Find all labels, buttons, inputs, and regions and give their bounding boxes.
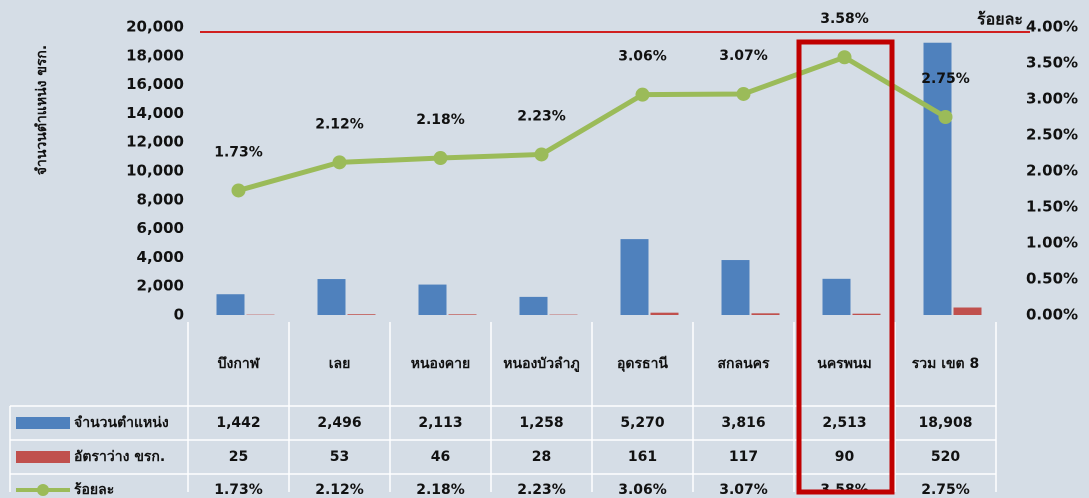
y2-tick-label: 2.00% xyxy=(1026,162,1078,180)
point xyxy=(837,50,852,65)
table-cell: 5,270 xyxy=(620,415,665,431)
bar xyxy=(317,279,346,315)
table-cell: 18,908 xyxy=(918,415,972,431)
y-axis-title: จำนวนตำแหน่ง ขรก. xyxy=(34,45,50,175)
y-tick-label: 20,000 xyxy=(126,18,184,36)
y-tick-label: 6,000 xyxy=(137,219,184,237)
x-tick-label: นครพนม xyxy=(817,356,871,372)
y2-tick-label: 0.00% xyxy=(1026,306,1078,324)
data-label: 2.12% xyxy=(315,116,364,132)
x-tick-label: หนองคาย xyxy=(411,356,470,372)
y2-tick-label: 1.50% xyxy=(1026,198,1078,216)
table-cell: 2.12% xyxy=(315,482,364,498)
bar xyxy=(923,42,952,316)
bar xyxy=(448,314,477,315)
legend-label: จำนวนตำแหน่ง xyxy=(74,415,169,431)
y-tick-label: 14,000 xyxy=(126,104,184,122)
bar xyxy=(953,307,982,315)
table-cell: 1.73% xyxy=(214,482,263,498)
x-tick-label: รวม เขต 8 xyxy=(912,356,980,372)
x-tick-label: สกลนคร xyxy=(717,356,770,372)
table-cell: 2.23% xyxy=(517,482,566,498)
table-cell: 3.07% xyxy=(719,482,768,498)
legend-label: ร้อยละ xyxy=(74,482,114,498)
y-tick-label: 18,000 xyxy=(126,46,184,64)
point xyxy=(534,147,549,162)
x-tick-label: อุดรธานี xyxy=(617,356,668,372)
bar xyxy=(650,312,679,315)
data-label: 3.58% xyxy=(820,11,869,27)
point xyxy=(332,155,347,170)
bar xyxy=(822,278,851,315)
table-cell: 2,496 xyxy=(317,415,361,431)
y2-tick-label: 4.00% xyxy=(1026,18,1078,36)
x-tick-label: เลย xyxy=(329,356,351,372)
point xyxy=(635,87,650,102)
point xyxy=(736,86,751,101)
y2-axis-title: ร้อยละ xyxy=(977,10,1023,29)
x-tick-label: บึงกาฬ xyxy=(218,355,261,372)
y-tick-label: 4,000 xyxy=(137,248,184,266)
line xyxy=(237,54,947,193)
y-tick-label: 16,000 xyxy=(126,75,184,93)
table-cell: 2,513 xyxy=(822,415,866,431)
legend-label: อัตราว่าง ขรก. xyxy=(74,449,165,465)
data-label: 3.07% xyxy=(719,48,768,64)
table-cell: 3.06% xyxy=(618,482,667,498)
highlight xyxy=(796,39,895,495)
table-cell: 2.75% xyxy=(921,482,970,498)
x-tick-label: หนองบัวลำภู xyxy=(503,356,579,372)
table-cell: 53 xyxy=(330,449,349,465)
bar xyxy=(216,294,245,315)
y-tick-label: 0 xyxy=(174,306,184,324)
bar xyxy=(418,284,447,315)
table-cell: 1,258 xyxy=(519,415,563,431)
point xyxy=(938,110,953,124)
y2-tick-label: 0.50% xyxy=(1026,270,1078,288)
point xyxy=(433,151,448,166)
bar xyxy=(751,313,780,315)
legend-key xyxy=(37,484,49,496)
bar xyxy=(852,313,881,315)
point xyxy=(231,183,246,198)
legend-key xyxy=(16,417,70,429)
table-cell: 1,442 xyxy=(216,415,260,431)
y2-tick-label: 1.00% xyxy=(1026,234,1078,252)
bar xyxy=(519,296,548,315)
table-cell: 28 xyxy=(532,449,551,465)
bar xyxy=(347,314,376,315)
y-tick-label: 8,000 xyxy=(137,190,184,208)
y2-tick-label: 3.00% xyxy=(1026,90,1078,108)
table-cell: 90 xyxy=(835,449,855,465)
table-cell: 2,113 xyxy=(418,415,462,431)
data-label: 1.73% xyxy=(214,144,263,160)
table-cell: 2.18% xyxy=(416,482,465,498)
data-label: 2.23% xyxy=(517,108,566,124)
data-label: 3.06% xyxy=(618,49,667,65)
y-tick-label: 10,000 xyxy=(126,162,184,180)
table-cell: 161 xyxy=(628,449,657,465)
data-label: 2.18% xyxy=(416,112,465,128)
table-cell: 3,816 xyxy=(721,415,765,431)
y-tick-label: 2,000 xyxy=(137,277,184,295)
y2-tick-label: 3.50% xyxy=(1026,54,1078,72)
table-cell: 46 xyxy=(431,449,450,465)
y-tick-label: 12,000 xyxy=(126,133,184,151)
legend-key xyxy=(16,451,70,463)
table-cell: 25 xyxy=(229,449,248,465)
table-cell: 520 xyxy=(931,449,960,465)
bar xyxy=(721,260,750,315)
data-label: 2.75% xyxy=(921,71,970,87)
bar xyxy=(620,239,649,315)
table-cell: 117 xyxy=(729,449,758,465)
y2-tick-label: 2.50% xyxy=(1026,126,1078,144)
